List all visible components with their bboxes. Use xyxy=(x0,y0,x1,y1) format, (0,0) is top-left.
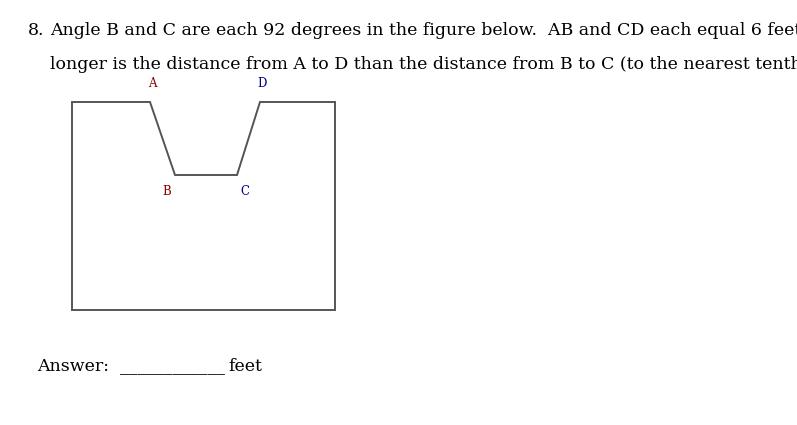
Text: C: C xyxy=(241,185,249,198)
Text: ____________: ____________ xyxy=(120,358,225,375)
Text: 8.: 8. xyxy=(28,22,45,39)
Text: Answer:: Answer: xyxy=(37,358,109,375)
Text: longer is the distance from A to D than the distance from B to C (to the nearest: longer is the distance from A to D than … xyxy=(50,56,797,73)
Text: A: A xyxy=(147,77,156,90)
Text: B: B xyxy=(163,185,171,198)
Text: Angle B and C are each 92 degrees in the figure below.  AB and CD each equal 6 f: Angle B and C are each 92 degrees in the… xyxy=(50,22,797,39)
Text: feet: feet xyxy=(228,358,262,375)
Text: D: D xyxy=(257,77,267,90)
